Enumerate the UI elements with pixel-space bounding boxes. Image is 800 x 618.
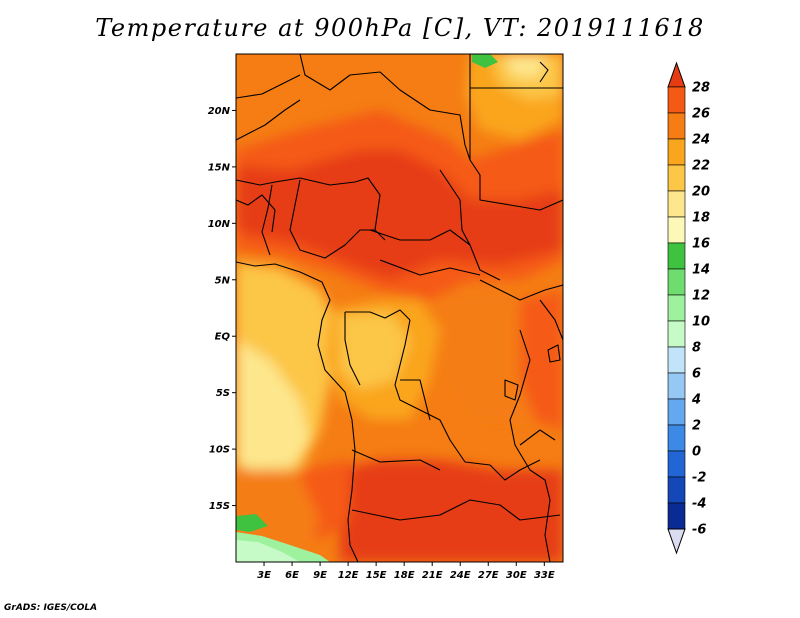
colorbar-level-label: 4 [691, 393, 701, 408]
colorbar-level-label: 18 [692, 211, 710, 226]
colorbar-swatch [667, 502, 686, 530]
colorbar-level-label: 2 [692, 419, 701, 434]
lat-tick-label: 5N [215, 275, 231, 286]
colorbar-level-label: 24 [692, 133, 710, 148]
colorbar-swatch [667, 216, 686, 244]
lon-tick-label: 21E [422, 570, 443, 581]
west-coastline [236, 261, 359, 562]
colorbar-swatch [667, 138, 686, 166]
lat-tick-label: 15N [208, 162, 231, 173]
colorbar-swatch [667, 372, 686, 400]
colorbar-level-label: 20 [692, 185, 710, 200]
lat-tick-label: 5S [216, 388, 230, 399]
colorbar-level-label: 8 [692, 341, 701, 356]
colorbar-swatch [667, 294, 686, 322]
latitude-ticks: 20N 15N 10N 5N EQ 5S 10S 15S [208, 106, 236, 512]
lat-tick-label: EQ [215, 332, 231, 343]
colorbar-bottom-arrow [667, 528, 686, 555]
lon-tick-label: 9E [313, 570, 327, 581]
colorbar-level-label: 28 [692, 81, 710, 96]
colorbar-swatch [667, 450, 686, 478]
colorbar-level-label: 6 [692, 367, 701, 382]
colorbar-swatch [667, 86, 686, 114]
colorbar-swatch [667, 476, 686, 504]
lat-tick-label: 15S [209, 501, 230, 512]
map-frame [235, 53, 564, 563]
lon-tick-label: 27E [478, 570, 499, 581]
lon-tick-label: 3E [257, 570, 271, 581]
lat-tick-label: 10N [208, 219, 231, 230]
colorbar-swatch [667, 164, 686, 192]
colorbar-level-label: 10 [692, 315, 710, 330]
colorbar-swatch [667, 398, 686, 426]
lon-tick-label: 24E [450, 570, 471, 581]
colorbar-swatch [667, 242, 686, 270]
colorbar-level-label: 16 [692, 237, 710, 252]
colorbar-swatch [667, 190, 686, 218]
lat-tick-label: 10S [209, 445, 230, 456]
map-title: Temperature at 900hPa [C], VT: 201911161… [95, 14, 705, 42]
colorbar-level-label: 14 [692, 263, 710, 278]
colorbar-swatch [667, 320, 686, 348]
colorbar-top-arrow [667, 61, 686, 88]
colorbar-level-label: 26 [692, 107, 710, 122]
lon-tick-label: 12E [338, 570, 359, 581]
colorbar-level-label: -6 [692, 523, 706, 538]
temperature-field [236, 54, 563, 562]
country-borders [236, 54, 563, 562]
lon-tick-label: 33E [534, 570, 555, 581]
grads-credit: GrADS: IGES/COLA [4, 603, 98, 613]
lon-tick-label: 6E [285, 570, 299, 581]
colorbar-level-label: 22 [692, 159, 710, 174]
lon-tick-label: 30E [506, 570, 527, 581]
colorbar-swatch [667, 346, 686, 374]
colorbar-level-label: -4 [692, 497, 706, 512]
colorbar-swatch [667, 268, 686, 296]
colorbar-level-label: 12 [692, 289, 710, 304]
lon-tick-label: 15E [366, 570, 387, 581]
temperature-map: 20N 15N 10N 5N EQ 5S 10S 15S 3E 6E 9E 12E 15E 18E 21E… [208, 53, 710, 581]
longitude-ticks: 3E 6E 9E 12E 15E 18E 21E 24E 27E 30E 33E [257, 562, 555, 581]
colorbar-swatch [667, 424, 686, 452]
colorbar-swatch [667, 112, 686, 140]
lon-tick-label: 18E [394, 570, 415, 581]
colorbar-level-label: -2 [692, 471, 706, 486]
colorbar-level-label: 0 [692, 445, 701, 460]
lat-tick-label: 20N [208, 106, 231, 117]
